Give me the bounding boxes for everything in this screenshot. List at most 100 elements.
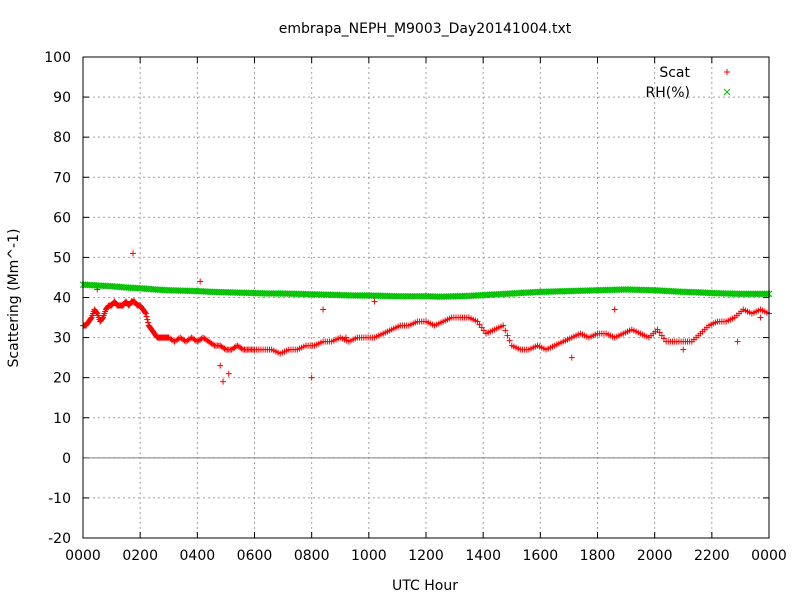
- scat-point: [220, 344, 227, 351]
- legend-label-rh: RH(%): [646, 85, 690, 101]
- scat-point: [317, 339, 324, 346]
- scat-point: [686, 338, 693, 345]
- scat-point: [478, 324, 485, 331]
- legend-marker-rh: [723, 88, 731, 96]
- scat-point: [87, 316, 94, 323]
- x-tick-label: 0000: [65, 548, 101, 564]
- scat-point: [208, 340, 215, 347]
- scat-point: [720, 318, 727, 325]
- scat-point: [352, 335, 359, 342]
- scat-point: [210, 341, 217, 348]
- scat-point: [377, 331, 384, 338]
- scat-point: [237, 344, 244, 351]
- scat-points: [80, 250, 772, 385]
- scat-point: [658, 332, 665, 339]
- x-tick-label: 0200: [122, 548, 158, 564]
- scat-point: [371, 298, 378, 305]
- y-tick-label: 50: [53, 250, 71, 266]
- y-tick-label: 60: [53, 210, 71, 226]
- scat-point: [523, 346, 530, 353]
- scat-point: [498, 323, 505, 330]
- scat-point: [225, 370, 232, 377]
- x-tick-label: 0800: [294, 548, 330, 564]
- x-tick-label: 0600: [237, 548, 273, 564]
- y-tick-labels: -20 -10 0 10 20 30 40 50 60 70 80 90 100: [44, 50, 71, 547]
- y-tick-label: 40: [53, 291, 71, 307]
- x-axis-label: UTC Hour: [392, 578, 458, 594]
- scat-point: [695, 332, 702, 339]
- scat-point: [217, 362, 224, 369]
- scat-point: [757, 314, 764, 321]
- scat-point: [643, 333, 650, 340]
- scat-point: [185, 336, 192, 343]
- scat-point: [438, 319, 445, 326]
- x-tick-label: 0000: [751, 548, 787, 564]
- scat-point: [309, 342, 316, 349]
- scat-point: [395, 323, 402, 330]
- scat-point: [320, 306, 327, 313]
- y-tick-label: 10: [53, 411, 71, 427]
- scat-point: [618, 331, 625, 338]
- scat-point: [147, 324, 154, 331]
- y-tick-label: -10: [48, 491, 71, 507]
- scat-point: [489, 327, 496, 334]
- scat-point: [568, 354, 575, 361]
- y-tick-label: -20: [48, 531, 71, 547]
- scat-point: [369, 334, 376, 341]
- scat-point: [99, 315, 106, 322]
- scat-point: [680, 346, 687, 353]
- y-tick-label: 20: [53, 371, 71, 387]
- y-tick-label: 90: [53, 90, 71, 106]
- scat-point: [145, 319, 152, 326]
- legend-label-scat: Scat: [659, 65, 690, 81]
- scat-point: [326, 338, 333, 345]
- scat-point: [506, 337, 513, 344]
- scat-point: [221, 345, 228, 352]
- scat-point: [463, 314, 470, 321]
- scat-point: [102, 308, 109, 315]
- legend-cross: [723, 88, 731, 96]
- scat-point: [92, 308, 99, 315]
- scat-point: [197, 336, 204, 343]
- scat-point: [386, 327, 393, 334]
- scat-point: [142, 309, 149, 316]
- scat-point: [87, 315, 94, 322]
- scat-point: [220, 378, 227, 385]
- legend-marker-scat: [724, 69, 730, 75]
- scat-point: [197, 278, 204, 285]
- x-tick-label: 2200: [694, 548, 730, 564]
- x-tick-label: 1000: [351, 548, 387, 564]
- scat-point: [308, 374, 315, 381]
- x-tick-label: 0400: [180, 548, 216, 564]
- y-tick-label: 100: [44, 50, 71, 66]
- scat-point: [84, 320, 91, 327]
- y-tick-label: 30: [53, 331, 71, 347]
- scat-point: [635, 329, 642, 336]
- scat-point: [238, 345, 245, 352]
- scat-point: [712, 319, 719, 326]
- scat-point: [446, 315, 453, 322]
- scat-point: [611, 306, 618, 313]
- scat-point: [144, 316, 151, 323]
- scat-point: [292, 346, 299, 353]
- scat-point: [515, 345, 522, 352]
- x-tick-label: 1200: [408, 548, 444, 564]
- scat-point: [558, 339, 565, 346]
- scat-point: [729, 315, 736, 322]
- scat-point: [215, 342, 222, 349]
- x-tick-label: 2000: [637, 548, 673, 564]
- y-tick-label: 70: [53, 170, 71, 186]
- scat-point: [600, 330, 607, 337]
- scat-point: [652, 328, 659, 335]
- scat-point: [98, 316, 105, 323]
- plot-frame: [82, 56, 770, 539]
- scat-point: [266, 346, 273, 353]
- scat-point: [93, 309, 100, 316]
- x-tick-label: 1600: [523, 548, 559, 564]
- scat-point: [227, 346, 234, 353]
- scat-point: [592, 331, 599, 338]
- scat-point: [202, 336, 209, 343]
- scat-point: [412, 319, 419, 326]
- scat-point: [660, 335, 667, 342]
